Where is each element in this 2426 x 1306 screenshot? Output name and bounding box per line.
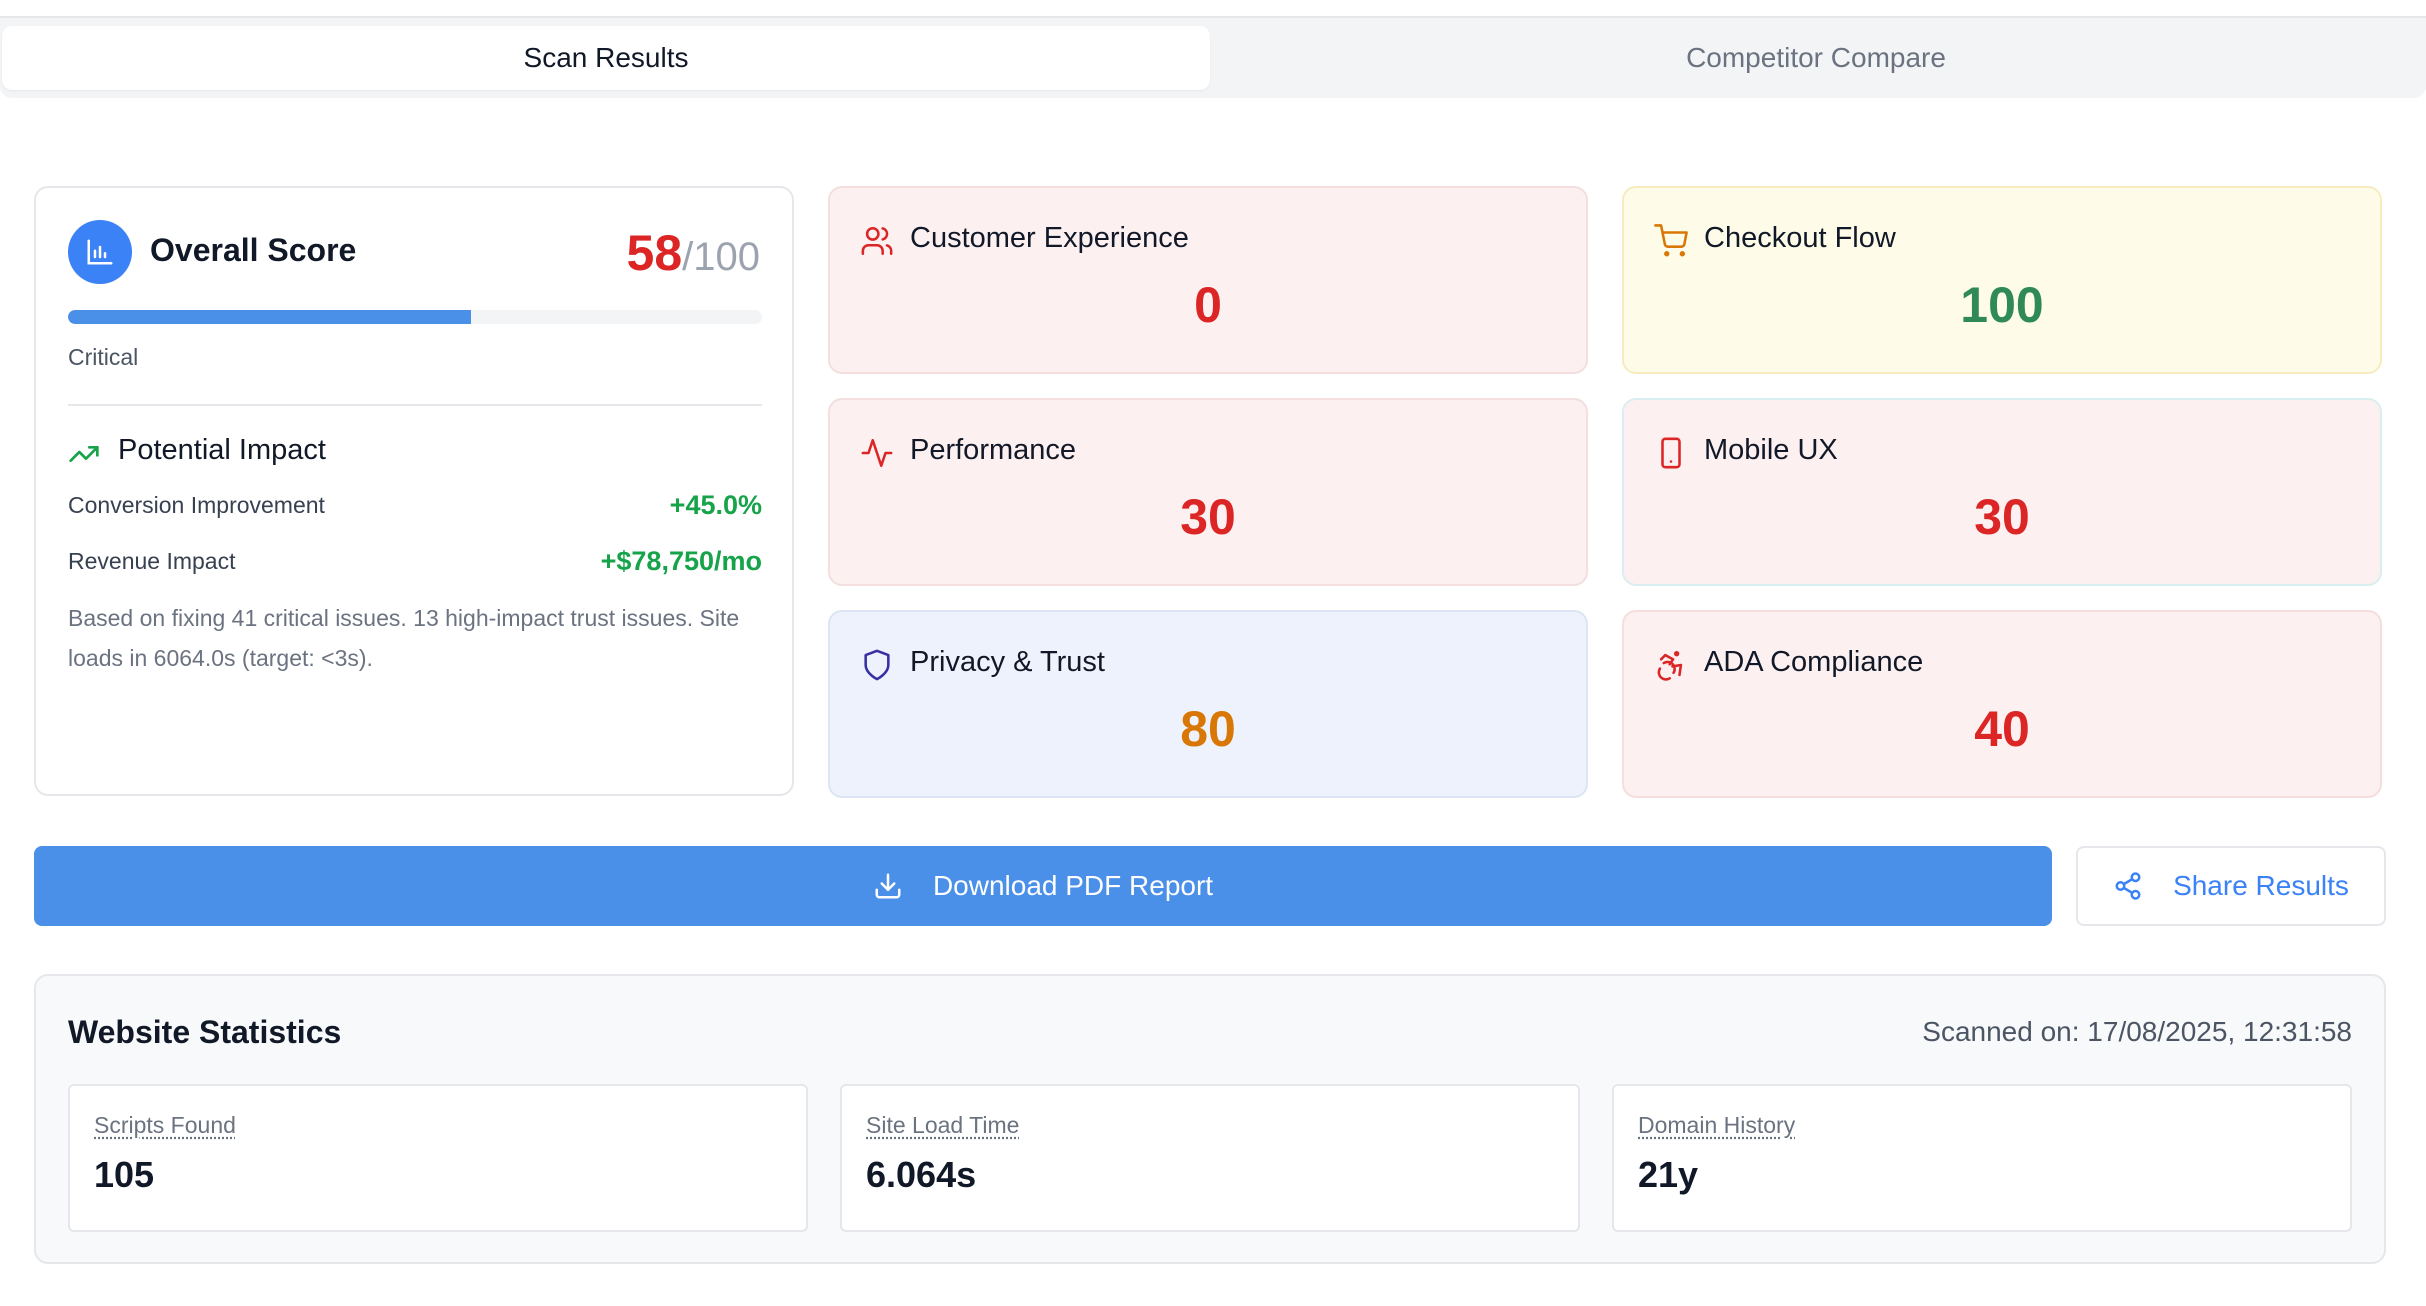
impact-label: Conversion Improvement bbox=[68, 492, 325, 518]
stats-title: Website Statistics bbox=[68, 1014, 342, 1050]
stat-scripts-found: Scripts Found 105 bbox=[68, 1084, 808, 1232]
tab-competitor-compare[interactable]: Competitor Compare bbox=[1686, 42, 1946, 73]
stat-value: 6.064s bbox=[866, 1154, 977, 1195]
tab-bar: Scan Results Competitor Compare bbox=[0, 18, 2426, 98]
share-results-button[interactable]: Share Results bbox=[2076, 846, 2386, 926]
divider bbox=[68, 404, 762, 406]
score-number: 58 bbox=[626, 225, 683, 281]
score-status: Critical bbox=[68, 344, 139, 370]
score-max: /100 bbox=[682, 235, 760, 279]
scanned-timestamp: Scanned on: 17/08/2025, 12:31:58 bbox=[1922, 1016, 2352, 1047]
stat-value: 21y bbox=[1638, 1154, 1699, 1195]
score-progress-bar bbox=[68, 310, 762, 324]
score-progress-fill bbox=[68, 310, 471, 324]
overall-score-title: Overall Score bbox=[150, 232, 357, 268]
category-card-privacy-trust[interactable]: Privacy & Trust 80 bbox=[828, 610, 1588, 798]
category-card-ada-compliance[interactable]: ADA Compliance 40 bbox=[1622, 610, 2382, 798]
category-score: 30 bbox=[1974, 489, 2030, 545]
download-icon bbox=[875, 873, 901, 899]
shield-icon bbox=[864, 649, 890, 681]
category-name: Mobile UX bbox=[1704, 434, 1838, 466]
stat-label[interactable]: Scripts Found bbox=[94, 1112, 236, 1138]
category-name: Privacy & Trust bbox=[910, 646, 1105, 678]
potential-impact-title: Potential Impact bbox=[118, 434, 326, 466]
category-name: Customer Experience bbox=[910, 222, 1189, 254]
download-label: Download PDF Report bbox=[932, 870, 1214, 901]
cart-icon bbox=[1654, 224, 1688, 257]
category-name: Checkout Flow bbox=[1704, 222, 1896, 254]
users-icon bbox=[861, 226, 893, 256]
tab-scan-results[interactable]: Scan Results bbox=[2, 26, 1210, 90]
share-label: Share Results bbox=[2173, 870, 2349, 901]
top-border bbox=[0, 0, 2426, 18]
website-statistics-panel: Website Statistics Scanned on: 17/08/202… bbox=[34, 974, 2386, 1264]
category-score: 30 bbox=[1180, 489, 1236, 545]
category-card-performance[interactable]: Performance 30 bbox=[828, 398, 1588, 586]
share-icon bbox=[2115, 872, 2141, 900]
accessibility-icon bbox=[1657, 650, 1683, 681]
stat-label[interactable]: Domain History bbox=[1638, 1112, 1796, 1138]
stat-domain-history: Domain History 21y bbox=[1612, 1084, 2352, 1232]
category-name: Performance bbox=[910, 434, 1077, 466]
bar-chart-icon bbox=[68, 220, 132, 284]
category-name: ADA Compliance bbox=[1704, 646, 1924, 678]
download-pdf-button[interactable]: Download PDF Report bbox=[34, 846, 2052, 926]
category-card-mobile-ux[interactable]: Mobile UX 30 bbox=[1622, 398, 2382, 586]
category-score: 0 bbox=[1194, 277, 1222, 333]
activity-icon bbox=[861, 438, 893, 468]
trending-up-icon bbox=[69, 446, 99, 462]
category-card-customer-experience[interactable]: Customer Experience 0 bbox=[828, 186, 1588, 374]
stat-site-load-time: Site Load Time 6.064s bbox=[840, 1084, 1580, 1232]
impact-note: Based on fixing 41 critical issues. 13 h… bbox=[68, 605, 740, 671]
category-score: 80 bbox=[1180, 701, 1236, 757]
impact-value: +$78,750/mo bbox=[600, 546, 762, 576]
impact-value: +45.0% bbox=[669, 490, 762, 520]
impact-row-conversion: Conversion Improvement +45.0% bbox=[68, 490, 762, 521]
category-card-checkout-flow[interactable]: Checkout Flow 100 bbox=[1622, 186, 2382, 374]
impact-label: Revenue Impact bbox=[68, 548, 236, 574]
stat-label[interactable]: Site Load Time bbox=[866, 1112, 1020, 1138]
overall-score-card: Overall Score 58 /100 Critical Potential… bbox=[34, 186, 794, 796]
stat-value: 105 bbox=[94, 1154, 155, 1195]
category-score: 100 bbox=[1960, 277, 2044, 333]
smartphone-icon bbox=[1661, 437, 1681, 469]
category-score: 40 bbox=[1974, 701, 2030, 757]
impact-row-revenue: Revenue Impact +$78,750/mo bbox=[68, 546, 762, 577]
overall-score-value: 58 /100 bbox=[627, 224, 760, 282]
